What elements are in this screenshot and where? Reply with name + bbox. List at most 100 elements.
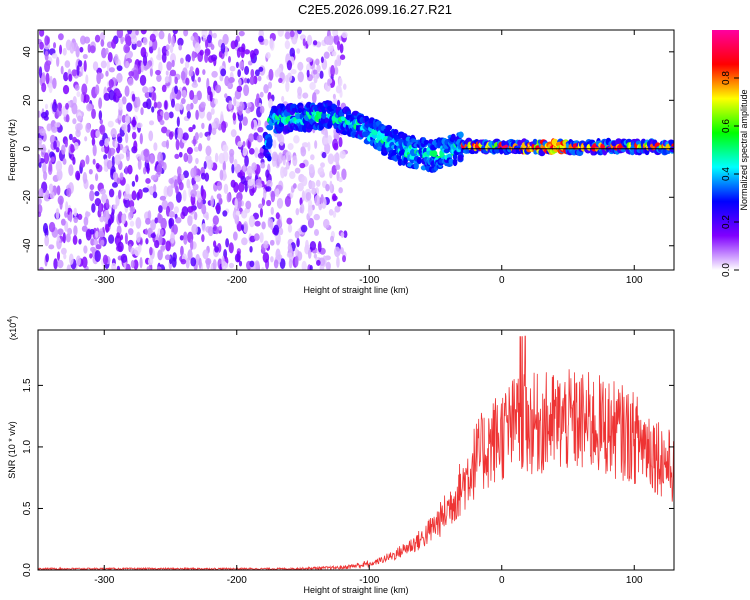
- spectrogram-cell: [194, 33, 199, 41]
- spectrogram-cell: [38, 204, 43, 214]
- spectrogram-cell: [276, 240, 280, 246]
- spectrogram-cell: [73, 216, 79, 224]
- spectrogram-cell: [338, 187, 343, 194]
- spectrogram-cell: [131, 93, 136, 102]
- spectrogram-cell: [286, 60, 293, 71]
- spectrogram-cell: [248, 215, 255, 228]
- spectrogram-cell: [234, 197, 238, 210]
- spectrogram-cell: [188, 126, 194, 133]
- spectrogram-cell: [190, 257, 197, 267]
- spectrogram-cell: [343, 230, 348, 239]
- spectrogram-cell: [306, 69, 310, 78]
- spectrogram-cell: [281, 95, 285, 103]
- spectrogram-cells: [38, 30, 674, 270]
- spectrogram-cell: [122, 146, 127, 154]
- spectrogram-cell: [219, 74, 224, 82]
- spectrogram-cell: [136, 40, 142, 48]
- spectrogram-cell: [73, 141, 79, 150]
- spectrogram-cell: [76, 122, 83, 131]
- spectrogram-signal-cell: [340, 116, 346, 122]
- spectrogram-cell: [117, 136, 123, 144]
- spectrogram-cell: [154, 239, 160, 249]
- spectrogram-cell: [161, 52, 167, 63]
- spectrogram-cell: [177, 37, 184, 47]
- spectrogram-cell: [240, 175, 246, 184]
- spectrogram-cell: [249, 75, 255, 85]
- spectrogram-signal-cell: [265, 140, 273, 149]
- colorbar-tick-label: 0.8: [721, 71, 732, 85]
- spectrogram-cell: [137, 188, 143, 200]
- spectrogram-cell: [38, 110, 41, 118]
- spectrogram-cell: [257, 152, 265, 159]
- spectrogram-cell: [307, 204, 313, 217]
- snr-plot-area: [38, 335, 674, 570]
- spectrogram-cell: [238, 121, 243, 131]
- spectrogram-cell: [145, 178, 151, 184]
- spectrogram-cell: [230, 40, 237, 50]
- spectrogram-cell: [42, 162, 47, 174]
- spectrogram-cell: [293, 135, 300, 144]
- spectrogram-cell: [323, 51, 330, 59]
- spectrogram-cell: [233, 96, 237, 107]
- spectrogram-cell: [105, 70, 109, 77]
- spectrogram-cell: [279, 258, 286, 270]
- spectrogram-cell: [258, 35, 264, 43]
- spectrogram-cell: [116, 265, 121, 270]
- spectrogram-cell: [242, 147, 248, 157]
- spectrogram-cell: [41, 82, 47, 93]
- spectrogram-cell: [88, 168, 93, 175]
- spectrogram-cell: [195, 67, 200, 76]
- spectrogram-cell: [192, 183, 199, 191]
- spectrogram-cell: [336, 99, 341, 107]
- spectrogram-cell: [114, 154, 121, 166]
- spectrogram-cell: [131, 190, 137, 201]
- spectrogram-cell: [162, 162, 167, 171]
- spectrogram-cell: [238, 181, 245, 193]
- spectrogram-cell: [132, 69, 138, 79]
- spectrogram-cell: [339, 54, 346, 60]
- spectrogram-cell: [280, 166, 285, 179]
- spectrogram-cell: [140, 60, 145, 73]
- spectrogram-cell: [222, 144, 229, 152]
- spectrogram-cell: [278, 77, 283, 83]
- spectrogram-cell: [95, 244, 102, 250]
- spectrogram-cell: [97, 72, 104, 80]
- spectrogram-cell: [127, 30, 133, 35]
- spectrogram-cell: [124, 232, 128, 245]
- spectrogram-cell: [333, 142, 339, 151]
- spectrogram-cell: [52, 101, 58, 113]
- spectrogram-cell: [64, 139, 68, 148]
- spectrogram-cell: [168, 211, 176, 218]
- spectrogram-cell: [330, 64, 335, 77]
- spectrogram-cell: [257, 126, 264, 133]
- spectrogram-cell: [297, 30, 302, 35]
- spectrogram-cell: [54, 122, 61, 128]
- spectrogram-cell: [161, 199, 169, 210]
- spectrogram-cell: [68, 164, 74, 177]
- spectrogram-cell: [165, 70, 169, 76]
- spectrogram-cell: [174, 76, 178, 85]
- spectrogram-cell: [93, 239, 99, 246]
- spectrogram-cell: [195, 109, 199, 121]
- spectrogram-cell: [133, 140, 138, 152]
- spectrogram-cell: [154, 217, 159, 224]
- spectrogram-cell: [286, 217, 293, 225]
- spectrogram-cell: [189, 238, 194, 251]
- spectrogram-cell: [200, 172, 206, 180]
- spectrogram-cell: [311, 187, 317, 195]
- spectrogram-cell: [38, 66, 43, 79]
- spectrogram-cell: [342, 83, 347, 90]
- spectrogram-cell: [180, 173, 185, 181]
- spectrogram-cell: [191, 50, 196, 62]
- spectrogram-cell: [50, 156, 55, 163]
- spectrogram-cell: [246, 102, 252, 108]
- spectrogram-cell: [118, 189, 122, 200]
- spectrogram-cell: [106, 159, 113, 170]
- spectrogram-cell: [85, 74, 89, 85]
- spectrogram-cell: [102, 210, 109, 223]
- spectrogram-cell: [45, 253, 49, 263]
- spectrogram-cell: [62, 232, 66, 244]
- spectrogram-cell: [44, 50, 49, 62]
- spectrogram-signal-cell: [457, 154, 464, 161]
- spectrogram-cell: [38, 198, 42, 205]
